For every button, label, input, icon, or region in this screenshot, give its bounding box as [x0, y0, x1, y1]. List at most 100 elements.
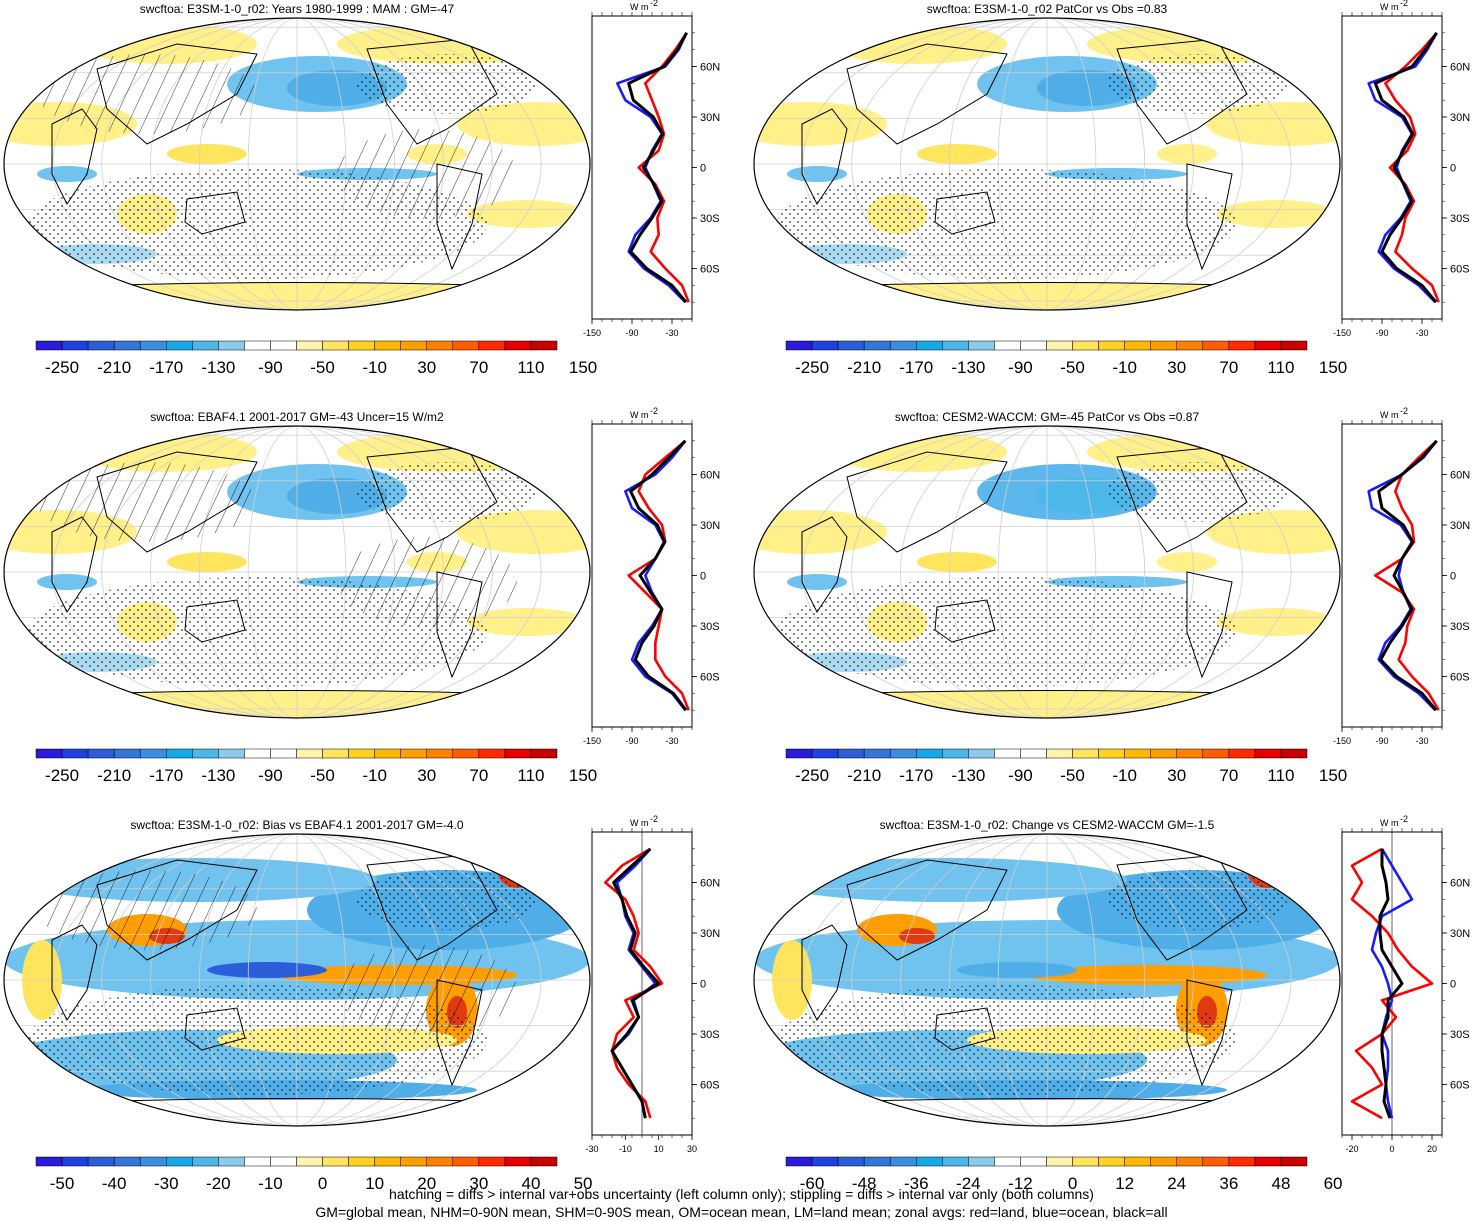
lat-label: 60S — [1450, 264, 1470, 276]
panel-title: swcftoa: E3SM-1-0_r02 PatCor vs Obs =0.8… — [927, 2, 1168, 16]
coastline — [801, 108, 848, 205]
lat-label: 60N — [700, 62, 720, 74]
colorbar-swatch — [244, 1156, 271, 1167]
colorbar-swatch — [1020, 748, 1047, 759]
lat-label: 30S — [700, 213, 720, 225]
zonal-line-all — [627, 32, 688, 304]
colorbar-swatch — [811, 1156, 839, 1167]
colorbar-swatch — [837, 340, 865, 351]
colorbar-swatch — [1046, 340, 1073, 351]
colorbar-label: -90 — [258, 358, 283, 377]
zonal-line-ocean — [624, 440, 687, 711]
colorbar-swatch — [113, 1156, 141, 1167]
zonal-units: W m — [630, 410, 649, 420]
zonal-tick-label: 10 — [654, 1144, 664, 1154]
zonal-tick-label: -30 — [665, 328, 678, 338]
colorbar-label: 30 — [417, 358, 436, 377]
colorbar-label: -30 — [154, 1174, 179, 1193]
colorbar-swatch — [374, 340, 401, 351]
colorbar-label: -12 — [1008, 1174, 1033, 1193]
colorbar-swatch — [296, 340, 323, 351]
zonal-units-exponent: -2 — [1400, 0, 1408, 8]
colorbar-label: -210 — [97, 358, 131, 377]
map-field — [754, 834, 1340, 1126]
colorbar-label: 110 — [517, 358, 544, 377]
zonal-line-land — [1374, 439, 1440, 711]
colorbar-swatch — [1280, 1156, 1308, 1167]
colorbar-swatch — [400, 1156, 428, 1167]
colorbar-label: -250 — [45, 766, 79, 785]
colorbar-label: -90 — [1008, 766, 1033, 785]
colorbar-swatch — [478, 340, 506, 351]
colorbar-swatch — [192, 748, 219, 759]
colorbar-swatch — [348, 340, 375, 351]
map-field — [4, 18, 590, 310]
lat-label: 60S — [1450, 1080, 1470, 1092]
colorbar-swatch — [244, 340, 271, 351]
significance-overlay — [777, 54, 1287, 279]
zonal-units: W m — [1380, 2, 1399, 12]
colorbar-label: -170 — [149, 358, 183, 377]
colorbar-swatch — [113, 340, 141, 351]
zonal-line-ocean — [1367, 440, 1438, 712]
colorbar-swatch — [322, 1156, 349, 1167]
colorbar-swatch — [61, 1156, 89, 1167]
lat-label: 30N — [1450, 928, 1470, 940]
colorbar-swatch — [1124, 1156, 1151, 1167]
colorbar: -250 -210 -170 -130 -90 -50 -10 30 70 110 150 — [35, 340, 597, 377]
colorbar-swatch — [35, 1156, 63, 1167]
colorbar-swatch — [348, 748, 375, 759]
colorbar-swatch — [296, 1156, 323, 1167]
colorbar-swatch — [1254, 1156, 1282, 1167]
zonal-units-exponent: -2 — [650, 814, 658, 824]
colorbar-label: -48 — [852, 1174, 877, 1193]
colorbar-label: -250 — [45, 358, 79, 377]
colorbar-swatch — [1176, 748, 1204, 759]
colorbar-label: 30 — [417, 766, 436, 785]
map-outline — [753, 833, 1341, 1127]
zonal-frame — [1341, 15, 1443, 320]
colorbar-label: -170 — [149, 766, 183, 785]
colorbar-swatch — [244, 748, 271, 759]
colorbar-swatch — [1176, 1156, 1204, 1167]
lat-label: 30N — [700, 520, 720, 532]
colorbar-label: 10 — [365, 1174, 384, 1193]
colorbar-swatch — [994, 1156, 1021, 1167]
colorbar-label: 30 — [469, 1174, 488, 1193]
lat-label: 30N — [700, 928, 720, 940]
zonal-line-ocean — [1370, 848, 1414, 1119]
colorbar-swatch — [192, 1156, 219, 1167]
colorbar-swatch — [1072, 748, 1099, 759]
colorbar-swatch — [994, 748, 1021, 759]
significance-overlay — [777, 462, 1287, 687]
lat-label: 30N — [700, 112, 720, 124]
colorbar-swatch — [863, 748, 891, 759]
colorbar-label: -170 — [899, 358, 933, 377]
colorbar-swatch — [113, 748, 141, 759]
colorbar-swatch — [530, 1156, 558, 1167]
colorbar-swatch — [426, 1156, 454, 1167]
zonal-tick-label: -150 — [1333, 328, 1351, 338]
colorbar-swatch — [35, 748, 63, 759]
colorbar-swatch — [785, 1156, 813, 1167]
coastline — [846, 451, 1008, 553]
colorbar-label: 110 — [1267, 358, 1294, 377]
lat-label: 60N — [1450, 878, 1470, 890]
colorbar-swatch — [1202, 340, 1230, 351]
zonal-tick-label: 30 — [687, 1144, 697, 1154]
colorbar-label: -10 — [1112, 358, 1137, 377]
colorbar-label: -36 — [904, 1174, 929, 1193]
colorbar-label: 50 — [574, 1174, 593, 1193]
colorbar-swatch — [889, 748, 917, 759]
zonal-line-all — [1378, 848, 1404, 1119]
panel-4: swcftoa: CESM2-WACCM: GM=-45 PatCor vs O… — [753, 406, 1470, 785]
zonal-units-exponent: -2 — [1400, 814, 1408, 824]
colorbar-label: 150 — [1319, 358, 1347, 377]
colorbar-swatch — [1046, 1156, 1073, 1167]
colorbar-swatch — [889, 340, 917, 351]
colorbar-swatch — [452, 340, 480, 351]
lat-label: 60S — [700, 672, 720, 684]
colorbar-swatch — [1046, 748, 1073, 759]
colorbar-swatch — [837, 748, 865, 759]
zonal-tick-label: -90 — [1375, 736, 1388, 746]
